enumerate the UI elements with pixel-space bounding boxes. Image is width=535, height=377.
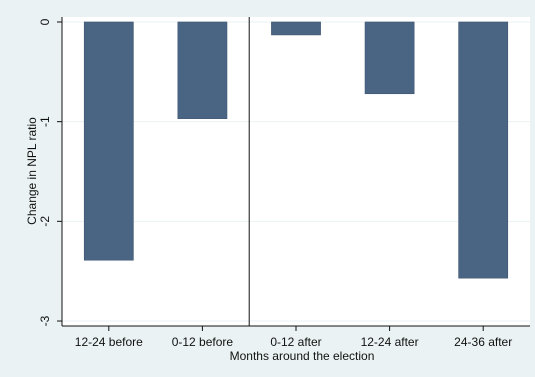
bar	[177, 21, 228, 119]
x-tick-label: 0-12 after	[270, 335, 321, 349]
y-ticks: 0 -1 -2 -3	[38, 18, 62, 326]
gridlines	[62, 21, 530, 322]
x-tick-label: 0-12 before	[172, 335, 234, 349]
x-tick-label: 12-24 after	[361, 335, 419, 349]
x-tick-label: 24-36 after	[454, 335, 512, 349]
bars	[83, 21, 509, 279]
plot-area	[62, 17, 530, 326]
bar	[458, 21, 509, 279]
x-tick-label: 12-24 before	[75, 335, 143, 349]
x-axis-title: Months around the election	[230, 349, 375, 363]
bar	[83, 21, 134, 261]
y-tick-label: -1	[38, 116, 52, 127]
y-tick-label: -2	[38, 216, 52, 227]
x-ticks: 12-24 before 0-12 before 0-12 after 12-24 a…	[75, 326, 512, 349]
y-tick-label: -3	[38, 315, 52, 326]
bar	[364, 21, 415, 95]
y-axis-title: Change in NPL ratio	[25, 117, 39, 225]
bar	[271, 21, 321, 36]
y-tick-label: 0	[38, 18, 52, 25]
